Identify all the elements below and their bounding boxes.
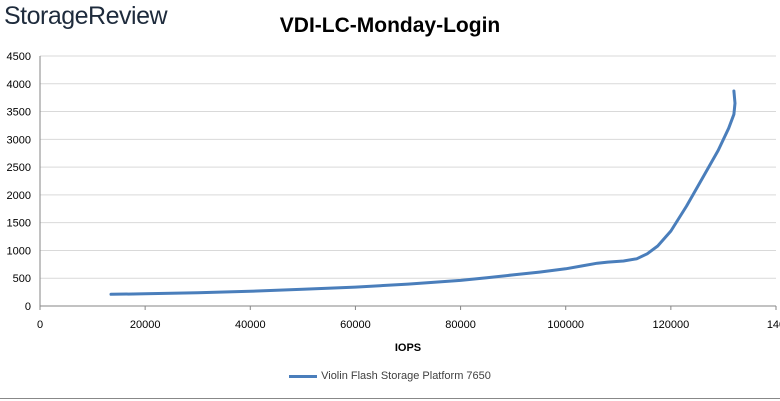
y-tick-label: 2000 bbox=[7, 190, 31, 202]
bottom-divider bbox=[0, 398, 780, 399]
y-tick-label: 500 bbox=[13, 273, 31, 285]
y-tick-label: 0 bbox=[25, 301, 31, 313]
y-tick-label: 2500 bbox=[7, 162, 31, 174]
x-tick-label: 80000 bbox=[445, 319, 476, 331]
x-tick-label: 100000 bbox=[547, 319, 584, 331]
y-tick-label: 4500 bbox=[7, 51, 31, 63]
legend-swatch bbox=[289, 374, 318, 378]
gridlines bbox=[39, 55, 776, 307]
x-tick-label: 140 bbox=[767, 319, 780, 331]
x-axis-ticks: 0 20000 40000 60000 80000 100000 120000 140 bbox=[37, 306, 780, 331]
series-group bbox=[109, 89, 737, 296]
series-line bbox=[109, 89, 737, 296]
y-tick-label: 3500 bbox=[7, 107, 31, 119]
chart-title: VDI-LC-Monday-Login bbox=[279, 14, 501, 37]
x-tick-label: 0 bbox=[37, 319, 43, 331]
y-tick-label: 3000 bbox=[7, 134, 31, 146]
x-tick-label: 60000 bbox=[340, 319, 371, 331]
y-tick-label: 4000 bbox=[7, 79, 31, 91]
y-tick-label: 1000 bbox=[7, 245, 31, 257]
y-tick-label: 1500 bbox=[7, 218, 31, 230]
x-tick-label: 120000 bbox=[652, 319, 689, 331]
x-axis-label: IOPS bbox=[395, 342, 421, 354]
y-axis-ticks: 0 500 1000 1500 2000 2500 3000 3500 4000 4500 bbox=[7, 51, 31, 313]
legend-label: Violin Flash Storage Platform 7650 bbox=[321, 370, 491, 382]
x-tick-label: 20000 bbox=[130, 319, 161, 331]
logo: StorageReview bbox=[4, 2, 168, 30]
x-tick-label: 40000 bbox=[235, 319, 266, 331]
legend: Violin Flash Storage Platform 7650 bbox=[0, 370, 780, 382]
